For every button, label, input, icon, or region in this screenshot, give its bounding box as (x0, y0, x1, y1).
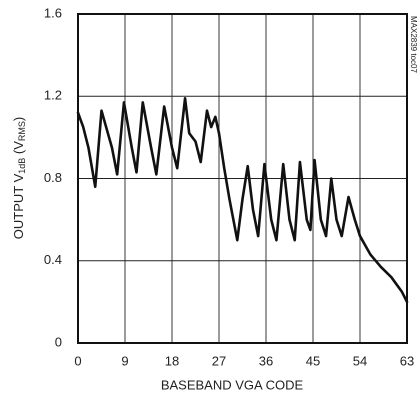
y-tick-label: 0 (55, 334, 62, 349)
y-label-sub: RMS (17, 121, 27, 141)
x-tick-label: 54 (353, 353, 367, 368)
y-label-part: ) (11, 117, 26, 121)
y-tick-label: 1.2 (44, 88, 62, 103)
y-label-part: OUTPUT V (11, 173, 26, 239)
x-tick-label: 45 (306, 353, 320, 368)
x-tick-label: 63 (400, 353, 414, 368)
x-axis-label: BASEBAND VGA CODE (161, 377, 304, 392)
y-label-sub: 1dB (17, 158, 27, 174)
x-tick-label: 36 (259, 353, 273, 368)
y-tick-label: 0.8 (44, 170, 62, 185)
x-tick-label: 9 (121, 353, 128, 368)
data-line (76, 97, 409, 304)
plot-frame (77, 13, 408, 344)
y-tick-label: 1.6 (44, 5, 62, 20)
y-axis-label: OUTPUT V1dB (VRMS) (11, 117, 27, 239)
y-label-part: (V (11, 141, 26, 158)
x-tick-label: 0 (74, 353, 81, 368)
annotation: MAX2839 toc07 (409, 16, 418, 73)
y-tick-label: 0.4 (44, 252, 62, 267)
x-tick-label: 18 (165, 353, 179, 368)
x-tick-label: 27 (212, 353, 226, 368)
